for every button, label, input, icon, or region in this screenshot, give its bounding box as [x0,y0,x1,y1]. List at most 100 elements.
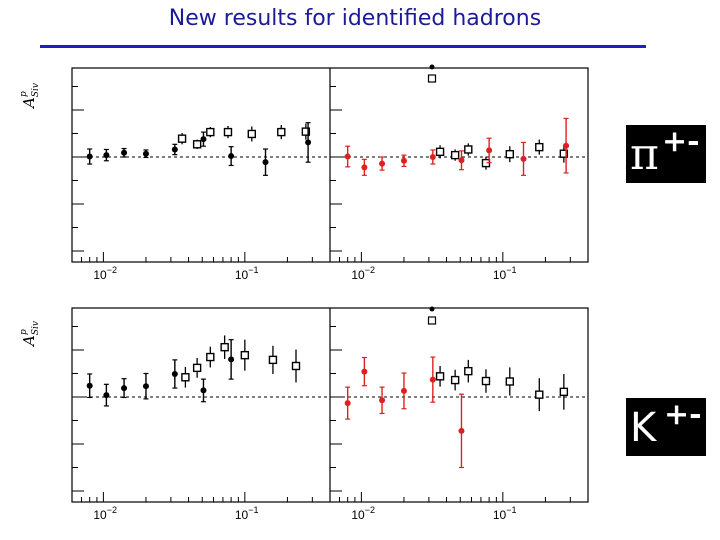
x-tick-label: 10−1 [235,505,259,522]
compass-point [379,397,386,404]
compass-point [344,400,351,407]
y-axis-label: ASivp [19,83,41,110]
hermes-point [505,377,514,386]
kaon-symbol: K [630,405,657,451]
hermes-point [559,149,569,158]
compass-point [200,387,207,394]
compass-point [121,385,128,392]
kaon-label-box: K +- [626,398,706,456]
hermes-point [535,142,544,152]
compass-point [361,164,368,171]
legend-marker-hermes [427,316,437,325]
compass-point [429,154,436,160]
hermes-point [464,145,473,154]
compass-point [103,392,110,399]
compass-point [228,153,235,160]
compass-point [486,147,493,154]
kaon-charge: +- [664,397,702,432]
x-tick-label: 10−2 [93,265,117,282]
x-tick-base: 10 [235,268,249,282]
hermes-point [450,150,460,160]
legend-marker-compass [429,64,435,70]
pion-symbol: π [630,129,659,180]
y-label-sub: Siv [31,83,41,97]
compass-point [103,152,110,159]
y-label-sub: Siv [31,321,41,335]
x-tick-exponent: −1 [248,265,258,275]
x-tick-label: 10−2 [351,265,375,282]
x-tick-label: 10−2 [351,505,375,522]
compass-point [142,150,149,157]
compass-point [86,153,93,160]
x-tick-exponent: −2 [365,505,375,515]
x-tick-label: 10−1 [235,265,259,282]
hermes-point [192,140,202,149]
hermes-point [181,373,190,382]
hermes-point [535,390,544,399]
hermes-point [240,350,250,360]
x-tick-exponent: −1 [506,505,516,515]
compass-point [563,142,570,149]
x-tick-exponent: −2 [107,505,117,515]
x-tick-exponent: −2 [365,265,375,275]
compass-point [200,136,207,143]
title-underline [40,45,646,48]
x-tick-exponent: −1 [248,505,258,515]
hermes-point [464,366,473,376]
x-tick-label: 10−2 [93,505,117,522]
compass-point [361,368,368,375]
y-label-main: A [20,335,38,348]
x-tick-label: 10−1 [493,265,517,282]
x-tick-base: 10 [235,508,249,522]
compass-point [305,139,312,146]
pion-charge: +- [662,124,700,159]
hermes-point [220,342,229,352]
compass-point [520,155,527,162]
compass-point [429,376,436,383]
x-tick-base: 10 [351,508,365,522]
compass-point [142,383,149,390]
compass-point [400,387,407,394]
compass-point [171,370,178,377]
hermes-point [192,363,202,373]
hermes-point [559,387,569,397]
compass-point [458,427,465,434]
x-tick-base: 10 [493,508,507,522]
legend-marker-compass [429,306,435,312]
y-axis-label: ASivp [19,321,41,348]
compass-point [344,153,351,160]
hermes-point [268,355,278,365]
hermes-point [450,375,460,385]
hermes-point [277,127,286,137]
hermes-point [206,352,215,362]
pion-label-box: π +- [626,125,706,183]
x-tick-exponent: −1 [506,265,516,275]
hermes-point [223,127,233,137]
compass-point [262,159,269,166]
hermes-point [291,361,301,371]
x-tick-base: 10 [493,268,507,282]
hermes-point [505,149,514,159]
hermes-point [206,127,215,137]
compass-point [379,160,386,167]
hermes-point [435,147,445,157]
hermes-point [481,376,491,386]
hermes-point [247,129,256,139]
x-tick-base: 10 [93,268,107,282]
compass-point [458,157,465,164]
compass-point [228,356,235,363]
x-tick-exponent: −2 [107,265,117,275]
x-tick-base: 10 [93,508,107,522]
compass-point [121,149,128,156]
y-label-sup: p [19,329,29,335]
hermes-point [301,127,311,136]
compass-point [171,146,178,153]
legend-marker-hermes [427,74,437,83]
hermes-point [177,134,187,143]
y-label-sup: p [19,91,29,97]
hermes-point [435,372,445,381]
x-tick-label: 10−1 [493,505,517,522]
x-tick-base: 10 [351,268,365,282]
slide-title: New results for identified hadrons [168,6,542,31]
